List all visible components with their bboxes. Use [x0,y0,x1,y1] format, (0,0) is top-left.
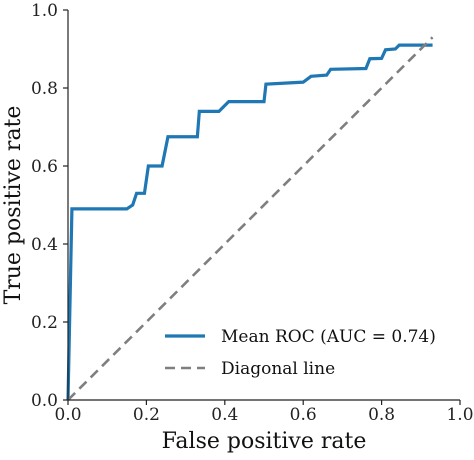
y-tick-label: 0.6 [31,157,58,177]
x-tick-label: 0.0 [54,405,81,425]
x-tick-label: 1.0 [446,405,473,425]
y-tick-label: 1.0 [31,1,58,21]
x-axis-title: False positive rate [162,429,367,454]
y-axis-title: True positive rate [1,106,26,305]
legend: Mean ROC (AUC = 0.74) Diagonal line [165,327,436,379]
x-tick-label: 0.6 [290,405,317,425]
ticks: 0.0 0.2 0.4 0.6 0.8 1.0 0.0 0.2 0.4 0.6 0.8 1.0 [31,1,474,425]
legend-label: Diagonal line [221,359,335,379]
diagonal-line [67,36,434,401]
legend-label: Mean ROC (AUC = 0.74) [221,327,436,347]
x-tick-label: 0.8 [368,405,395,425]
plot-area [66,36,434,401]
mean-roc-line [66,43,433,401]
x-tick-label: 0.4 [211,405,238,425]
x-tick-label: 0.2 [133,405,160,425]
axes [67,10,460,401]
y-tick-label: 0.4 [31,235,58,255]
y-tick-label: 0.0 [31,391,58,411]
y-tick-label: 0.8 [31,79,58,99]
y-tick-label: 0.2 [31,313,58,333]
